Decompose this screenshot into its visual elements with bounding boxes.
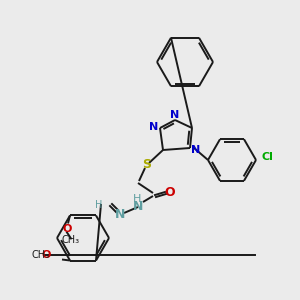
Text: N: N (133, 200, 143, 214)
Text: O: O (42, 250, 51, 260)
Text: N: N (170, 110, 180, 120)
Text: N: N (149, 122, 159, 132)
Text: H: H (133, 194, 141, 204)
Text: CH₃: CH₃ (62, 236, 80, 245)
Text: N: N (191, 145, 201, 155)
Text: O: O (165, 187, 175, 200)
Text: H: H (95, 200, 103, 210)
Text: CH₃: CH₃ (32, 250, 50, 260)
Text: Cl: Cl (261, 152, 273, 162)
Text: S: S (142, 158, 152, 172)
Text: N: N (115, 208, 125, 221)
Text: O: O (62, 224, 72, 235)
